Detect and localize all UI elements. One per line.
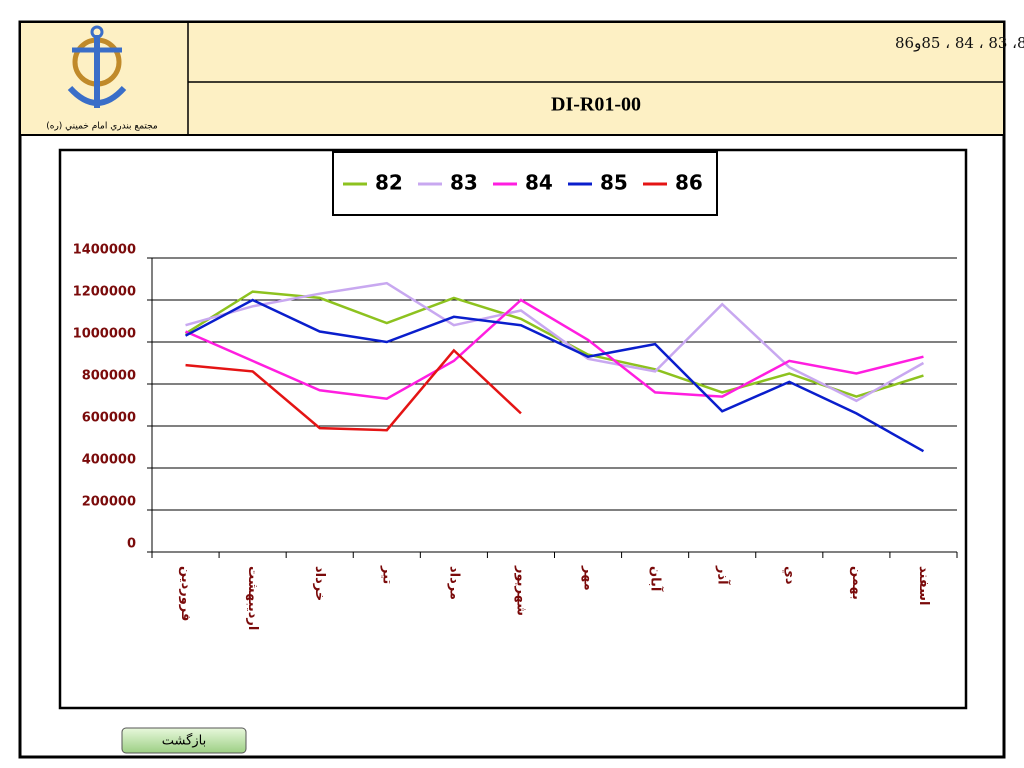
x-tick-label: بهمن	[849, 566, 864, 600]
y-tick-label: 400000	[82, 453, 136, 468]
button-label[interactable]: بازگشت	[162, 733, 206, 749]
x-tick-label: آبان	[648, 566, 665, 592]
x-tick-label: اسفند	[916, 566, 931, 605]
back-button[interactable]: بازگشت	[121, 727, 247, 754]
x-tick-label: آذر	[715, 565, 732, 585]
legend-label: 85	[600, 171, 628, 195]
x-tick-label: ارديبهشت	[245, 566, 260, 630]
logo-caption: مجتمع بندري امام خميني (ره)	[46, 122, 158, 132]
x-tick-label: مهر	[581, 565, 596, 591]
legend-label: 86	[675, 171, 703, 195]
logo	[67, 25, 127, 108]
y-tick-label: 800000	[82, 369, 136, 384]
x-tick-label: دي	[782, 566, 797, 585]
x-tick-label: شهريور	[513, 565, 528, 616]
y-tick-label: 1000000	[73, 327, 136, 342]
series-line	[185, 348, 522, 432]
legend-label: 82	[375, 171, 403, 195]
doc-code: DI-R01-00	[551, 94, 641, 116]
x-tick-label: تير	[379, 565, 394, 584]
y-tick-label: 1200000	[73, 285, 136, 300]
y-tick-label: 1400000	[73, 243, 136, 258]
y-tick-label: 600000	[82, 411, 136, 426]
series-line	[184, 298, 925, 453]
plot: 0 200000 400000 600000 800000 1000000 1200000 1…	[73, 171, 958, 630]
y-tick-label: 0	[127, 537, 136, 552]
series-line	[185, 298, 924, 400]
x-tick-label: خرداد	[312, 566, 327, 601]
legend-label: 83	[450, 171, 478, 195]
legend-label: 84	[525, 171, 553, 195]
series-line	[185, 281, 925, 403]
x-tick-label: فروردين	[178, 566, 193, 621]
x-tick-label: مرداد	[446, 566, 461, 600]
chart-box	[58, 148, 968, 710]
button-bg[interactable]	[121, 727, 247, 754]
header-bg	[21, 23, 1003, 135]
y-tick-label: 200000	[82, 495, 136, 510]
page-title: نمودار مقايسه اي تخليه و بارگيري نفتي بن…	[895, 34, 1024, 52]
